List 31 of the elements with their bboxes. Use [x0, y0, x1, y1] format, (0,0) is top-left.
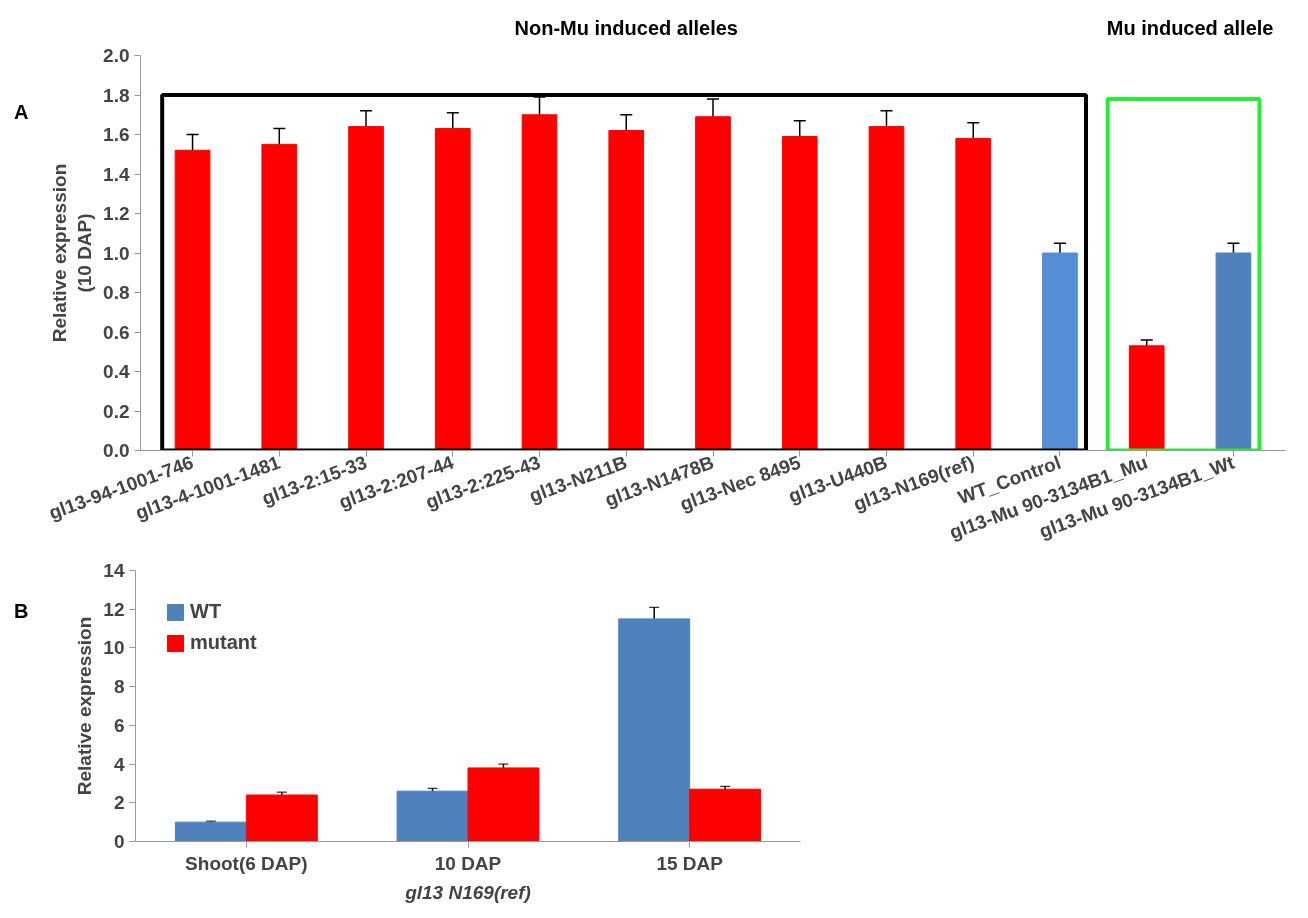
y-tick-label: 8	[113, 676, 125, 698]
y-tick-label: 0.6	[103, 321, 130, 343]
y-tick-label: 14	[103, 560, 125, 581]
y-tick-label: 12	[103, 598, 125, 620]
y-tick-label: 1.8	[103, 84, 130, 106]
y-axis-title: Relative expression (10 DAP)	[48, 163, 96, 343]
y-tick-label: 2.0	[103, 45, 130, 66]
y-tick-label: 1.2	[103, 203, 130, 224]
text: A	[14, 100, 29, 123]
y-axis-title: Relative expression	[74, 616, 96, 796]
y-tick-label: 0.0	[103, 440, 130, 461]
x-tick-label: 10 DAP	[434, 852, 502, 874]
y-tick-label: 0	[113, 831, 125, 852]
x-tick-label: 15 DAP	[656, 852, 724, 874]
y-tick-label: 4	[113, 753, 125, 775]
y-tick-label: 6	[113, 714, 125, 736]
y-tick-label: 1.6	[103, 124, 130, 145]
legend-label: mutant	[190, 631, 257, 654]
x-axis-title: gl13 N169(ref)	[404, 881, 531, 903]
y-tick-label: 0.8	[103, 282, 130, 303]
y-tick-label: 0.2	[103, 400, 130, 422]
text: Non-Mu induced alleles	[514, 16, 738, 39]
y-tick-label: 1.0	[103, 242, 130, 264]
y-tick-label: 0.4	[103, 361, 130, 382]
legend-label: WT	[190, 600, 222, 623]
x-tick-label: Shoot(6 DAP)	[185, 852, 308, 874]
y-tick-label: 1.4	[103, 163, 130, 185]
y-tick-label: 10	[103, 637, 125, 659]
text: B	[14, 600, 29, 623]
y-tick-label: 2	[113, 792, 125, 814]
text: Mu induced allele	[1106, 16, 1274, 39]
